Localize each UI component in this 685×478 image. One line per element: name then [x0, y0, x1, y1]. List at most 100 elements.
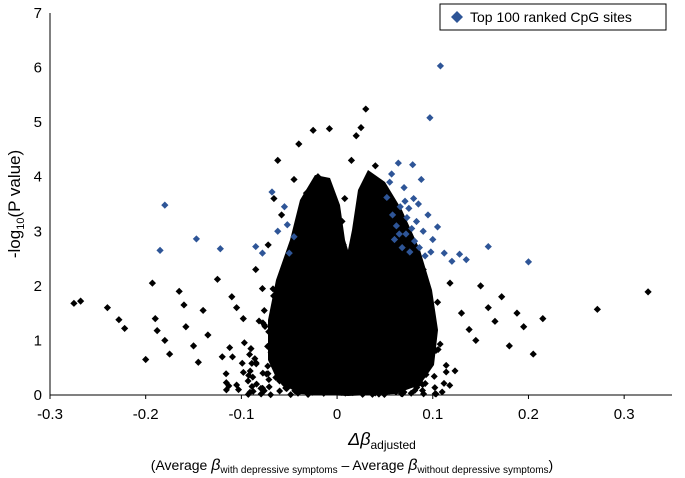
cloud-point — [270, 292, 278, 300]
cloud-point — [327, 302, 335, 310]
cloud-point — [361, 350, 369, 358]
cloud-point — [383, 280, 391, 288]
cloud-point — [301, 359, 309, 367]
cloud-point — [337, 296, 345, 304]
cloud-point — [392, 336, 400, 344]
cloud-point — [329, 349, 337, 357]
cloud-point — [377, 326, 385, 334]
cloud-point — [279, 363, 287, 371]
cloud-point — [381, 341, 389, 349]
y-axis-title: -log10(P value) — [5, 150, 27, 258]
cloud-point — [378, 290, 386, 298]
top-cpg-point — [285, 249, 293, 257]
cloud-point — [451, 367, 459, 375]
cpg-point — [180, 301, 188, 309]
cloud-point — [283, 385, 291, 393]
x-tick-labels: -0.3 -0.2 -0.1 0 0.1 0.2 0.3 — [37, 395, 635, 423]
cpg-point — [472, 336, 480, 345]
cloud-point — [446, 381, 454, 389]
cloud-point — [369, 249, 377, 257]
cloud-point — [323, 288, 331, 296]
top-cpg-point — [388, 170, 396, 178]
cloud-point — [282, 314, 290, 322]
cloud-point — [420, 390, 428, 398]
cpg-point — [352, 132, 360, 140]
cloud-point — [352, 320, 360, 328]
cpg-point — [228, 293, 236, 301]
top-cpg-point — [400, 184, 408, 192]
cloud-point — [404, 304, 412, 312]
cloud-point — [320, 389, 328, 397]
x-tick-label: 0.3 — [614, 406, 635, 423]
cloud-point — [301, 320, 309, 328]
cloud-point — [299, 377, 307, 385]
cloud-point — [356, 381, 364, 389]
cloud-point — [228, 353, 236, 361]
cpg-point — [484, 304, 492, 312]
cloud-point — [419, 328, 427, 336]
cloud-point — [314, 289, 322, 297]
cloud-point — [334, 341, 342, 349]
cloud-point — [419, 381, 427, 389]
cloud-point — [308, 307, 316, 315]
cloud-point — [442, 368, 450, 376]
cloud-point — [423, 317, 431, 325]
cloud-point — [293, 366, 301, 374]
cpg-point — [419, 265, 427, 274]
y-tick-label: 4 — [34, 169, 42, 186]
cloud-point — [347, 251, 355, 259]
cloud-point — [352, 388, 360, 396]
cloud-point — [281, 346, 289, 354]
cloud-point — [346, 385, 354, 393]
y-tick-label: 0 — [34, 387, 42, 404]
y-tick-label: 5 — [34, 114, 42, 131]
cloud-point — [276, 377, 284, 385]
cpg-point — [264, 241, 272, 249]
cpg-point — [182, 323, 190, 331]
cloud-point — [355, 255, 363, 263]
cloud-point — [300, 262, 308, 270]
cloud-point — [326, 371, 334, 379]
cpg-point — [239, 315, 247, 323]
cloud-point — [359, 282, 367, 290]
cloud-point — [424, 345, 432, 353]
cloud-point — [337, 277, 345, 285]
cloud-point — [362, 298, 370, 306]
cpg-point — [408, 254, 416, 263]
cloud-point — [335, 313, 343, 321]
cpg-point — [477, 282, 485, 290]
cpg-point — [295, 140, 303, 148]
top-cpg-point — [421, 252, 429, 260]
cloud-point — [313, 226, 321, 234]
cloud-point — [371, 372, 379, 380]
legend: Top 100 ranked CpG sites — [439, 3, 667, 31]
cloud-point — [318, 267, 326, 275]
y-tick-label: 6 — [34, 60, 42, 77]
cloud-point — [362, 340, 370, 348]
cloud-point — [287, 366, 295, 374]
top-cpg-point — [395, 230, 403, 238]
cloud-point — [328, 232, 336, 240]
cpg-point — [309, 126, 317, 134]
cloud-point — [305, 246, 313, 254]
cpg-point — [529, 350, 537, 358]
cloud-point — [326, 245, 334, 253]
top-cpg-point — [394, 159, 402, 167]
cloud-point — [239, 368, 247, 376]
points-layer — [70, 62, 652, 366]
cloud-point — [379, 379, 387, 387]
cloud-point — [294, 380, 302, 388]
cloud-point — [325, 294, 333, 302]
cloud-point — [304, 297, 312, 305]
cloud-point — [396, 343, 404, 351]
cloud-point — [406, 320, 414, 328]
top-cpg-point — [268, 188, 276, 196]
cloud-point — [389, 323, 397, 331]
cloud-point — [244, 390, 252, 398]
cloud-point — [327, 386, 335, 394]
cloud-point — [323, 328, 331, 336]
cloud-point — [355, 298, 363, 306]
cloud-point — [362, 375, 370, 383]
cloud-point — [361, 288, 369, 296]
top-cpg-point — [424, 211, 432, 219]
